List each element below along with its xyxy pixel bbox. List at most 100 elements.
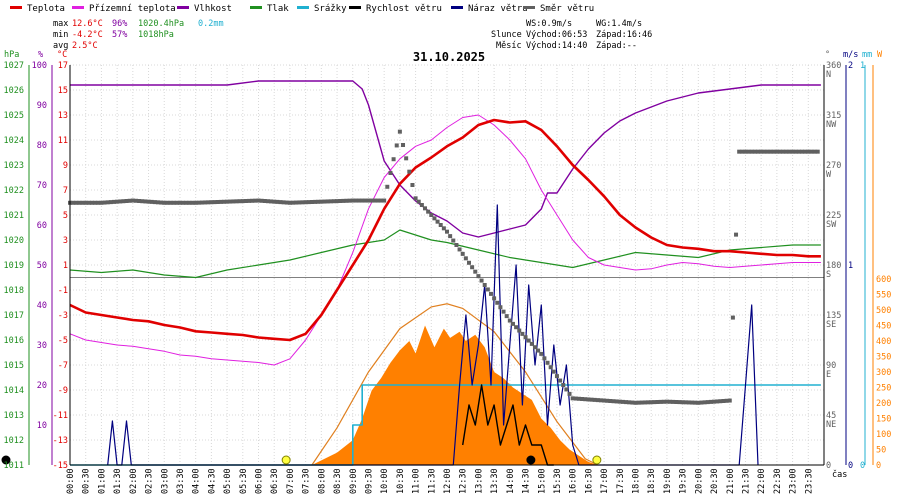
- wind-direction-point: [306, 200, 311, 205]
- temperature-tick-label: 1: [63, 261, 68, 271]
- pressure-tick-label: 1020: [4, 236, 24, 246]
- wind-direction-point: [774, 149, 779, 154]
- humidity-tick-label: 80: [37, 141, 47, 151]
- pressure-tick-label: 1013: [4, 411, 24, 421]
- legend-label-dir: Směr větru: [540, 4, 594, 14]
- wind-direction-point: [388, 171, 393, 175]
- wind-direction-point: [737, 149, 742, 154]
- wind-direction-point: [404, 156, 409, 161]
- wind-direction-point: [539, 351, 544, 356]
- wind-direction-point: [231, 199, 236, 204]
- legend-swatch-wind: [349, 6, 361, 9]
- stat-max-hum: 96%: [112, 19, 127, 29]
- time-tick-label: 13:30: [490, 468, 500, 494]
- wind-tick-label: 2: [848, 61, 853, 71]
- wind-direction-point: [234, 199, 239, 204]
- wind-direction-point: [702, 400, 707, 405]
- wind-direction-point: [800, 149, 805, 154]
- time-tick-label: 05:00: [223, 468, 233, 494]
- temperature-tick-label: -1: [58, 286, 68, 296]
- temperature-tick-label: 13: [58, 111, 68, 121]
- wind-direction-point: [627, 400, 632, 405]
- direction-tick-label: 270: [826, 161, 841, 171]
- temperature-unit: °C: [57, 50, 67, 60]
- wind-direction-point: [611, 399, 616, 404]
- time-tick-label: 23:00: [789, 468, 799, 494]
- solar-unit: W: [877, 50, 883, 60]
- wind-direction-point: [514, 325, 519, 330]
- wind-direction-point: [492, 296, 497, 301]
- wind-direction-point: [247, 198, 252, 203]
- time-tick-label: 10:30: [396, 468, 406, 494]
- wind-direction-point: [203, 200, 208, 205]
- direction-tick-label: 0: [826, 461, 831, 471]
- wind-direction-point: [397, 129, 402, 134]
- humidity-tick-label: 50: [37, 261, 47, 271]
- direction-tick-label: 360: [826, 61, 841, 71]
- wind-direction-point: [721, 399, 726, 403]
- wind-direction-point: [809, 149, 814, 154]
- wind-direction-point: [595, 398, 600, 403]
- wind-direction-point: [771, 149, 776, 154]
- time-tick-label: 09:30: [364, 468, 374, 494]
- wind-direction-point: [250, 198, 255, 203]
- solar-tick-label: 200: [876, 399, 891, 409]
- wind-direction-point: [303, 200, 308, 205]
- direction-tick-label: E: [826, 370, 831, 380]
- time-tick-label: 12:30: [459, 468, 469, 494]
- time-tick-label: 11:30: [427, 468, 437, 494]
- time-tick-label: 06:00: [255, 468, 265, 494]
- wind-direction-point: [363, 198, 368, 203]
- stat-avg-label: avg: [53, 41, 68, 51]
- wind-direction-point: [133, 198, 138, 203]
- info-moon-label: Měsíc: [496, 41, 522, 51]
- direction-tick-label: N: [826, 70, 831, 80]
- pressure-tick-label: 1018: [4, 286, 24, 296]
- wind-direction-point: [781, 149, 786, 154]
- wind-direction-point: [149, 199, 154, 204]
- pressure-tick-label: 1011: [4, 461, 24, 471]
- pressure-tick-label: 1019: [4, 261, 24, 271]
- humidity-tick-label: 40: [37, 301, 47, 311]
- wind-direction-point: [218, 199, 223, 204]
- pressure-tick-label: 1021: [4, 211, 24, 221]
- pressure-tick-label: 1023: [4, 161, 24, 171]
- wind-direction-point: [551, 369, 556, 374]
- wind-direction-point: [168, 200, 173, 205]
- legend-label-wind: Rychlost větru: [366, 4, 442, 14]
- wind-direction-point: [762, 149, 767, 154]
- wind-direction-point: [291, 200, 296, 205]
- stat-max-temp: 12.6°C: [72, 19, 103, 29]
- wind-direction-point: [269, 199, 274, 204]
- wind-direction-point: [812, 149, 817, 154]
- stat-avg-temp: 2.5°C: [72, 41, 98, 51]
- wind-direction-point: [413, 196, 418, 201]
- wind-direction-point: [583, 397, 588, 402]
- temperature-tick-label: -7: [58, 361, 68, 371]
- wind-direction-point: [652, 400, 657, 405]
- wind-direction-point: [473, 269, 478, 274]
- wind-direction-point: [262, 199, 267, 203]
- info-ws: WS:0.9m/s: [526, 19, 572, 29]
- legend-label-gust: Náraz větru: [468, 4, 528, 14]
- solar-layer: [311, 303, 599, 466]
- wind-direction-point: [790, 149, 795, 154]
- time-tick-label: 07:00: [286, 468, 296, 494]
- humidity-tick-label: 70: [37, 181, 47, 191]
- wind-direction-point: [221, 199, 226, 204]
- humidity-tick-label: 10: [37, 421, 47, 431]
- wind-direction-point: [778, 149, 783, 154]
- wind-direction-point: [768, 149, 773, 154]
- wind-direction-point: [435, 219, 440, 224]
- time-tick-label: 20:00: [694, 468, 704, 494]
- wind-direction-point: [108, 200, 113, 205]
- wind-direction-point: [564, 387, 569, 392]
- wind-direction-point: [419, 203, 424, 207]
- wind-direction-point: [734, 232, 739, 237]
- time-tick-label: 09:00: [349, 468, 359, 494]
- wind-direction-point: [118, 199, 123, 204]
- wind-direction-point: [143, 199, 148, 204]
- wind-direction-point: [576, 396, 581, 401]
- solar-tick-label: 0: [876, 461, 881, 471]
